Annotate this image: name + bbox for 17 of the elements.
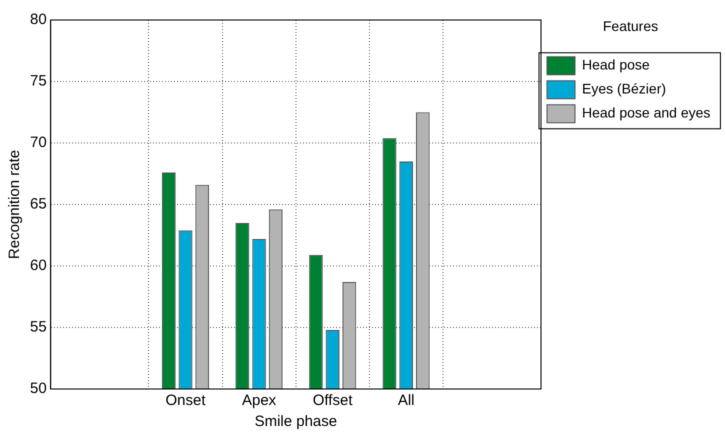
y-tick-label: 80 [30, 11, 47, 28]
y-tick-label: 70 [30, 134, 47, 152]
x-tick-label: All [398, 392, 414, 410]
x-tick-label: Onset [166, 392, 206, 410]
y-tick-label: 75 [30, 72, 47, 90]
legend-label: Head pose and eyes [582, 104, 710, 121]
legend-label: Head pose [582, 56, 650, 73]
y-tick-label: 60 [30, 257, 47, 274]
legend-title: Features [602, 18, 658, 34]
x-tick-label: Apex [242, 392, 277, 410]
y-tick-label: 55 [30, 318, 47, 336]
x-axis-title: Smile phase [254, 413, 338, 430]
y-tick-label: 65 [30, 196, 47, 213]
legend-label: Eyes (Bézier) [582, 80, 666, 97]
y-axis-title: Recognition rate [6, 150, 24, 260]
x-tick-label: Offset [312, 392, 354, 410]
y-tick-label: 50 [30, 380, 47, 398]
